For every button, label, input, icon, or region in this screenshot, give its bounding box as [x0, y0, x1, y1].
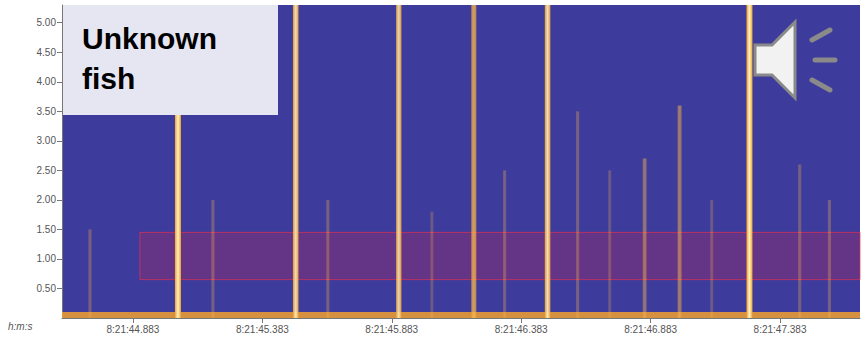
svg-text:8:21:44.883: 8:21:44.883: [107, 324, 160, 335]
svg-text:3.50: 3.50: [37, 106, 57, 117]
svg-text:2.50: 2.50: [37, 165, 57, 176]
svg-text:Unknown: Unknown: [82, 22, 217, 55]
svg-text:h:m:s: h:m:s: [8, 321, 32, 332]
svg-text:2.00: 2.00: [37, 194, 57, 205]
svg-text:8:21:45.383: 8:21:45.383: [236, 324, 289, 335]
svg-text:8:21:47.383: 8:21:47.383: [754, 324, 807, 335]
svg-text:8:21:45.883: 8:21:45.883: [365, 324, 418, 335]
svg-text:0.50: 0.50: [37, 283, 57, 294]
svg-text:1.50: 1.50: [37, 224, 57, 235]
svg-text:1.00: 1.00: [37, 253, 57, 264]
svg-text:fish: fish: [82, 62, 135, 95]
svg-text:4.00: 4.00: [37, 76, 57, 87]
svg-text:4.50: 4.50: [37, 47, 57, 58]
svg-text:3.00: 3.00: [37, 135, 57, 146]
svg-text:5.00: 5.00: [37, 17, 57, 28]
svg-text:8:21:46.883: 8:21:46.883: [624, 324, 677, 335]
svg-text:8:21:46.383: 8:21:46.383: [495, 324, 548, 335]
